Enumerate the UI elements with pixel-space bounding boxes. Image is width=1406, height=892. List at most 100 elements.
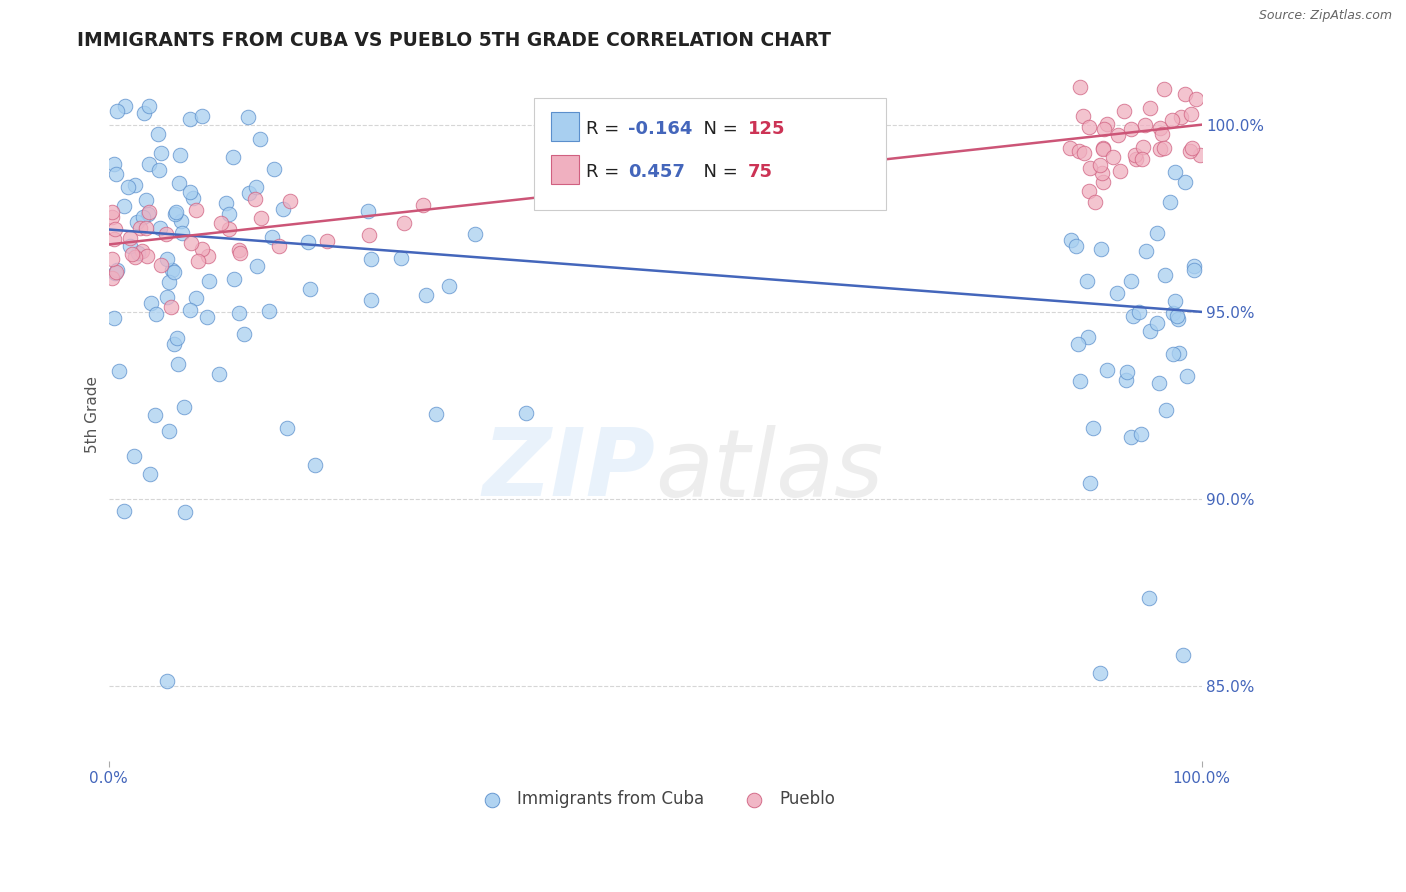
Point [437, 279, 460, 293]
Point [166, 357, 188, 371]
Point [229, 246, 252, 260]
Point [101, 210, 124, 224]
Point [1184, 92, 1206, 106]
Point [1060, 233, 1083, 247]
Point [150, 258, 173, 272]
Point [120, 231, 142, 245]
Point [1076, 274, 1098, 288]
Point [1088, 158, 1111, 172]
Point [1059, 141, 1081, 155]
Point [1130, 426, 1153, 441]
Point [224, 272, 246, 286]
Point [128, 220, 150, 235]
Point [156, 290, 179, 304]
Point [101, 270, 124, 285]
Point [160, 263, 183, 277]
Point [157, 275, 180, 289]
Point [1146, 316, 1168, 330]
Point [218, 207, 240, 221]
Point [103, 157, 125, 171]
Point [105, 262, 128, 277]
Text: IMMIGRANTS FROM CUBA VS PUEBLO 5TH GRADE CORRELATION CHART: IMMIGRANTS FROM CUBA VS PUEBLO 5TH GRADE… [77, 31, 831, 50]
Point [316, 234, 339, 248]
Point [121, 247, 143, 261]
Point [209, 217, 232, 231]
Point [297, 235, 319, 249]
Point [127, 246, 149, 260]
Point [104, 266, 127, 280]
Point [356, 204, 378, 219]
Point [1107, 128, 1129, 142]
Point [1159, 194, 1181, 209]
Point [1119, 121, 1142, 136]
Text: -0.164: -0.164 [628, 120, 693, 138]
Point [304, 458, 326, 472]
Point [1077, 120, 1099, 134]
Point [165, 204, 187, 219]
Text: Source: ZipAtlas.com: Source: ZipAtlas.com [1258, 9, 1392, 22]
Point [103, 232, 125, 246]
Point [1153, 141, 1175, 155]
Point [163, 207, 186, 221]
Point [138, 99, 160, 113]
Point [1109, 164, 1132, 178]
Point [101, 205, 124, 219]
Point [1132, 140, 1154, 154]
Text: R =: R = [586, 120, 626, 138]
Point [108, 364, 131, 378]
Point [103, 222, 125, 236]
Point [184, 203, 207, 218]
Point [1174, 175, 1197, 189]
Point [1067, 337, 1090, 351]
Point [412, 198, 434, 212]
Point [103, 311, 125, 326]
Point [156, 252, 179, 266]
Point [222, 150, 245, 164]
Point [136, 207, 159, 221]
Point [148, 128, 170, 142]
Point [138, 205, 160, 219]
Point [173, 505, 195, 519]
Point [207, 367, 229, 381]
Point [1167, 312, 1189, 326]
Point [278, 194, 301, 208]
Point [1069, 144, 1091, 158]
Point [170, 214, 193, 228]
Point [131, 244, 153, 258]
Point [267, 239, 290, 253]
Point [1154, 403, 1177, 417]
Point [276, 421, 298, 435]
Text: R =: R = [586, 163, 626, 181]
Text: N =: N = [692, 120, 744, 138]
Text: N =: N = [692, 163, 744, 181]
Point [135, 193, 157, 207]
Point [360, 293, 382, 308]
Point [389, 251, 412, 265]
Point [1125, 152, 1147, 166]
Point [179, 185, 201, 199]
Point [1122, 309, 1144, 323]
Point [112, 199, 135, 213]
Point [1077, 330, 1099, 344]
Text: 125: 125 [748, 120, 786, 138]
Point [1182, 262, 1205, 277]
Point [1078, 476, 1101, 491]
Point [1095, 117, 1118, 131]
Point [124, 250, 146, 264]
Point [357, 228, 380, 243]
Y-axis label: 5th Grade: 5th Grade [86, 376, 100, 453]
Point [1171, 648, 1194, 663]
Point [139, 467, 162, 481]
Point [215, 195, 238, 210]
Point [136, 249, 159, 263]
Point [1128, 305, 1150, 319]
Point [1160, 112, 1182, 127]
Point [157, 424, 180, 438]
Point [184, 292, 207, 306]
Point [1164, 165, 1187, 179]
Point [1170, 111, 1192, 125]
Point [392, 215, 415, 229]
Point [298, 282, 321, 296]
Point [1091, 166, 1114, 180]
Point [1107, 285, 1129, 300]
